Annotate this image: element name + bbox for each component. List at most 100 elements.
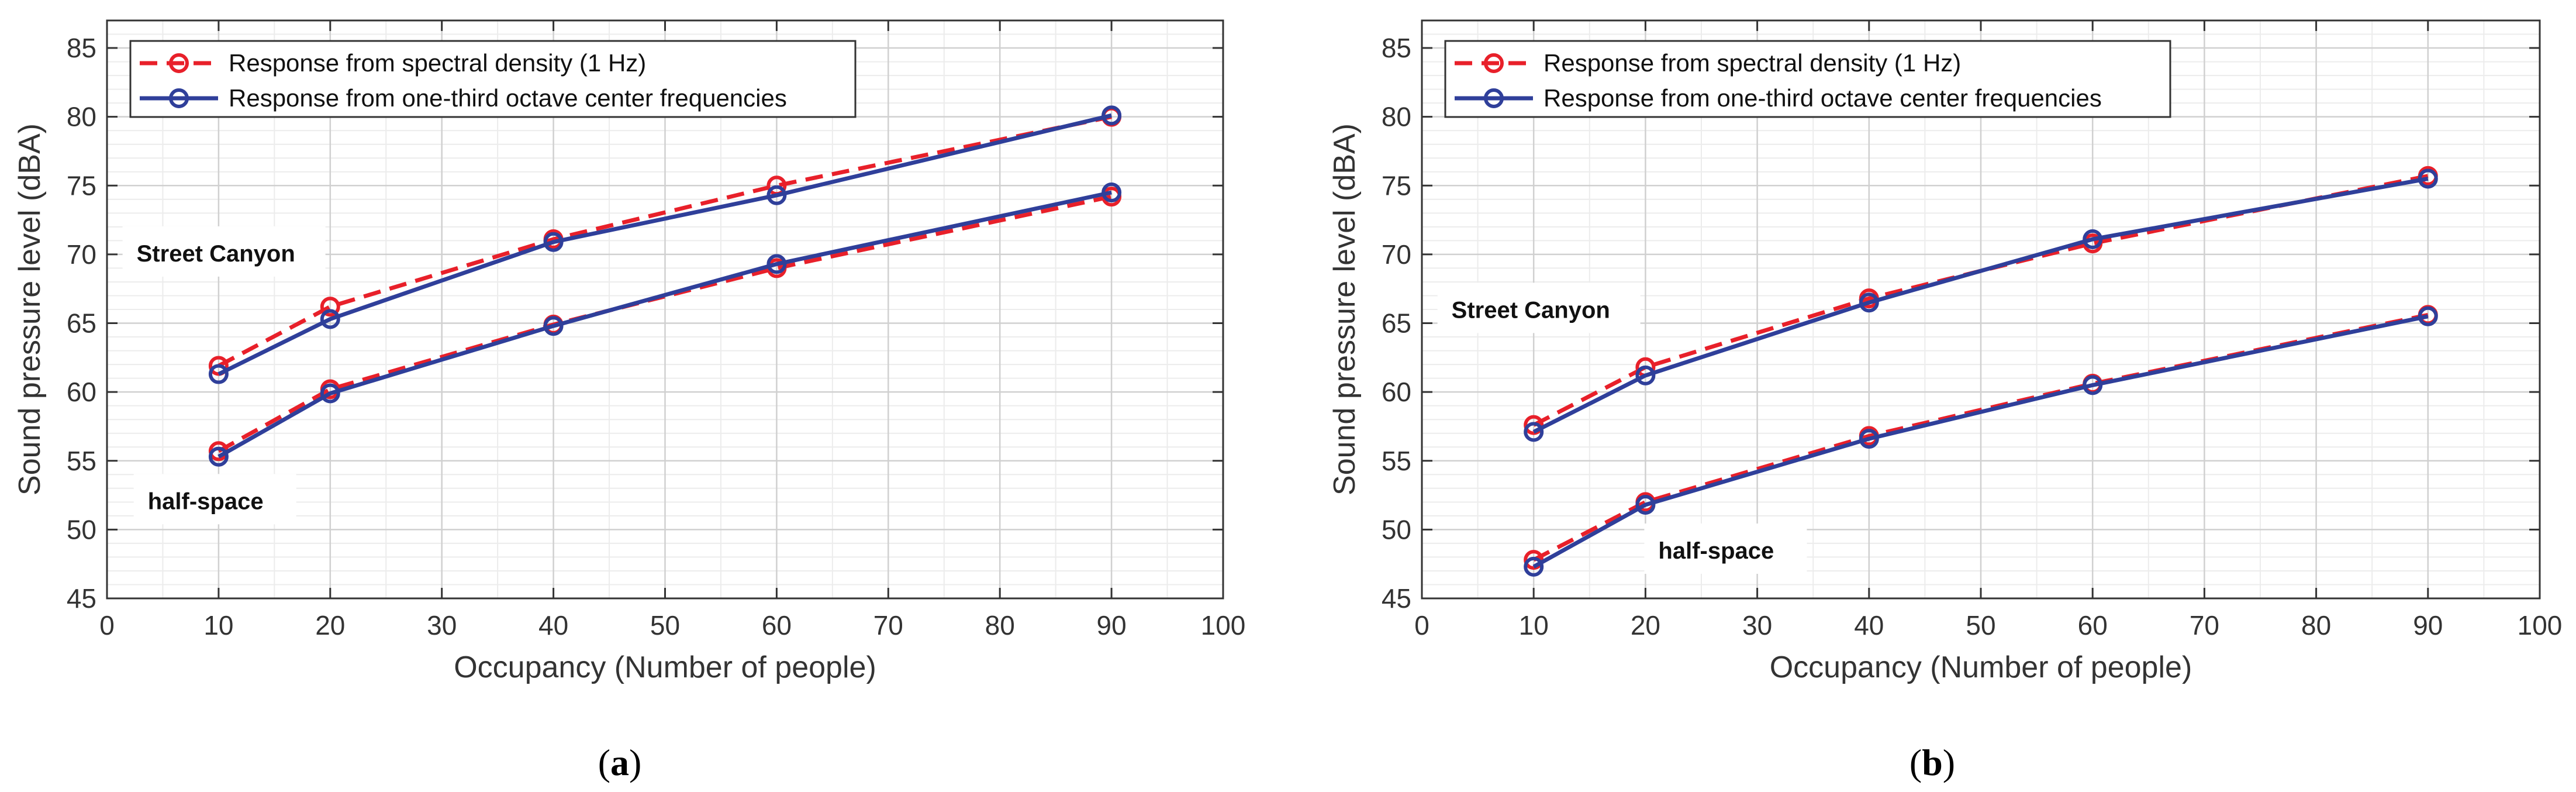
legend: Response from spectral density (1 Hz) Res… <box>129 40 857 118</box>
y-tick-label: 70 <box>1382 239 1411 270</box>
caption-open: ( <box>598 742 610 783</box>
x-tick-label: 40 <box>538 610 568 641</box>
chart-panel-a: 0 10 20 30 40 50 60 70 80 90 100 45 50 55 60 65 70 75 80 85… <box>13 19 1246 783</box>
x-tick-label: 60 <box>2078 610 2108 641</box>
x-axis-title: Occupancy (Number of people) <box>1770 650 2192 684</box>
data-point-hs-octave <box>1859 429 1879 449</box>
legend-label-sc-spectral: Response from spectral density (1 Hz) <box>1543 49 1961 77</box>
panel-caption: (b) <box>1909 742 1955 783</box>
x-tick-label: 40 <box>1854 610 1884 641</box>
y-tick-label: 50 <box>67 514 96 545</box>
series-sc-octave <box>1524 168 2438 442</box>
data-point-sc-octave <box>1635 365 1656 385</box>
data-point-hs-spectral <box>1524 550 1544 570</box>
caption-open: ( <box>1909 742 1922 783</box>
data-point-hs-octave <box>1101 182 1122 203</box>
data-point-hs-octave <box>543 316 564 336</box>
y-axis-title: Sound pressure level (dBA) <box>1328 123 1362 495</box>
data-point-sc-octave <box>1524 422 1544 442</box>
legend-marker-sc-spectral <box>169 53 189 73</box>
x-tick-label: 80 <box>2301 610 2331 641</box>
annotation-half-space: half-space <box>1658 538 1774 564</box>
legend: Response from spectral density (1 Hz) Res… <box>1444 40 2171 118</box>
x-tick-label: 100 <box>2518 610 2563 641</box>
panel-caption: (a) <box>598 742 642 783</box>
y-tick-label: 45 <box>67 583 96 614</box>
data-point-sc-octave <box>766 185 787 205</box>
data-point-sc-spectral <box>320 297 340 317</box>
data-point-sc-octave <box>1101 105 1122 126</box>
x-tick-label: 70 <box>2190 610 2219 641</box>
data-point-sc-octave <box>2418 168 2438 189</box>
data-point-hs-octave <box>1524 556 1544 577</box>
legend-marker-sc-octave <box>169 88 189 108</box>
y-tick-label: 75 <box>67 170 96 201</box>
data-point-hs-octave <box>2083 375 2103 395</box>
x-tick-label: 30 <box>1742 610 1772 641</box>
data-point-sc-octave <box>1859 292 1879 313</box>
x-tick-label: 20 <box>315 610 345 641</box>
y-tick-label: 65 <box>67 308 96 339</box>
data-point-hs-octave <box>208 446 229 467</box>
x-tick-label: 10 <box>203 610 233 641</box>
data-point-sc-octave <box>320 309 340 329</box>
data-point-sc-spectral <box>1524 415 1544 435</box>
legend-box <box>129 40 857 118</box>
annotation-street-canyon: Street Canyon <box>137 241 295 267</box>
x-tick-label: 70 <box>873 610 903 641</box>
annotation-box-street-canyon <box>122 226 326 277</box>
y-tick-label: 60 <box>1382 377 1411 407</box>
axes-frame <box>1421 19 2541 600</box>
y-tick-label: 75 <box>1382 170 1411 201</box>
x-tick-label: 20 <box>1631 610 1660 641</box>
x-tick-label: 0 <box>99 610 115 641</box>
x-tick-label: 60 <box>762 610 792 641</box>
x-tick-label: 50 <box>650 610 680 641</box>
y-tick-label: 55 <box>1382 446 1411 476</box>
legend-label-sc-octave: Response from one-third octave center fr… <box>1543 84 2102 112</box>
axes-frame <box>106 19 1224 600</box>
y-tick-label: 50 <box>1382 514 1411 545</box>
series-line-sc-octave <box>1532 177 2429 434</box>
data-point-hs-octave <box>1635 495 1656 515</box>
annotation-box-street-canyon <box>1437 283 1641 333</box>
x-tick-label: 90 <box>1097 610 1127 641</box>
y-tick-label: 85 <box>67 33 96 63</box>
annotation-box-half-space <box>1644 524 1807 574</box>
data-point-hs-octave <box>2418 306 2438 326</box>
y-tick-label: 80 <box>1382 102 1411 132</box>
legend-marker-sc-octave <box>1484 88 1504 108</box>
x-tick-label: 50 <box>1966 610 1995 641</box>
y-axis-title: Sound pressure level (dBA) <box>13 123 47 495</box>
y-tick-label: 55 <box>67 446 96 476</box>
y-tick-label: 70 <box>67 239 96 270</box>
annotation-half-space: half-space <box>148 488 264 514</box>
y-tick-label: 85 <box>1382 33 1411 63</box>
caption-close: ) <box>1943 742 1955 783</box>
x-tick-label: 10 <box>1519 610 1549 641</box>
y-tick-label: 45 <box>1382 583 1411 614</box>
legend-label-sc-spectral: Response from spectral density (1 Hz) <box>229 49 646 77</box>
x-axis-title: Occupancy (Number of people) <box>454 650 876 684</box>
legend-box <box>1444 40 2171 118</box>
y-tick-label: 80 <box>67 102 96 132</box>
series-line-sc-octave <box>217 113 1112 376</box>
series-hs-octave <box>1524 306 2438 577</box>
x-tick-label: 100 <box>1201 610 1246 641</box>
data-point-hs-octave <box>766 254 787 274</box>
series-hs-octave <box>208 182 1122 467</box>
y-tick-label: 65 <box>1382 308 1411 339</box>
caption-letter: b <box>1922 742 1943 783</box>
x-tick-label: 30 <box>427 610 457 641</box>
series-line-hs-octave <box>1532 314 2429 569</box>
data-point-sc-octave <box>2083 229 2103 250</box>
caption-close: ) <box>629 742 641 783</box>
annotation-street-canyon: Street Canyon <box>1452 297 1610 323</box>
x-tick-label: 90 <box>2413 610 2443 641</box>
data-point-sc-octave <box>543 232 564 252</box>
y-tick-label: 60 <box>67 377 96 407</box>
series-line-hs-octave <box>217 190 1112 459</box>
x-tick-label: 80 <box>985 610 1015 641</box>
series-line-sc-spectral <box>217 115 1112 368</box>
